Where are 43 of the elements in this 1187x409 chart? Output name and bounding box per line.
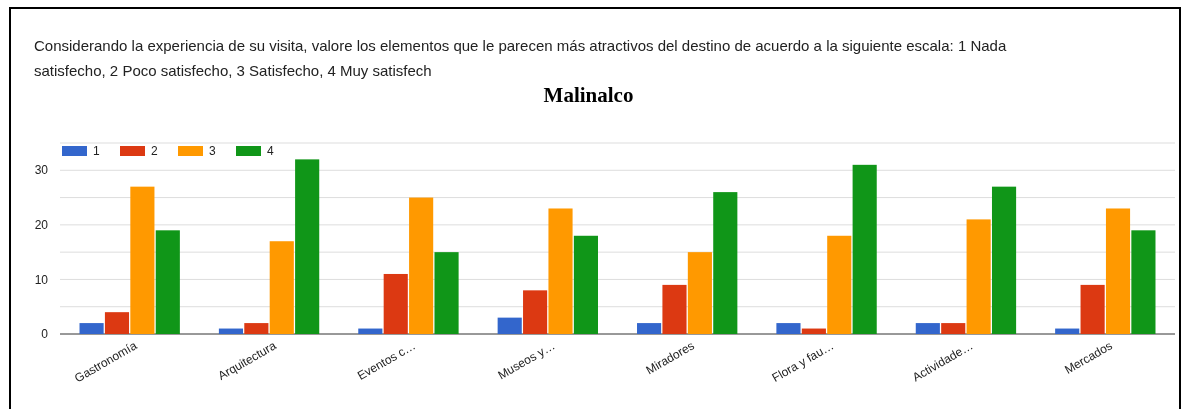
bar	[130, 186, 155, 334]
bar	[573, 235, 598, 334]
bar	[827, 235, 852, 334]
bar	[776, 323, 801, 334]
bar	[1131, 230, 1156, 334]
y-tick-label: 20	[34, 218, 49, 233]
bar	[295, 159, 320, 334]
bar	[79, 323, 104, 334]
bar	[637, 323, 662, 334]
legend-label: 1	[93, 144, 100, 158]
bar	[687, 252, 712, 334]
bar	[941, 323, 966, 334]
bar	[358, 328, 383, 334]
y-tick-label: 10	[34, 272, 49, 287]
bar	[409, 197, 434, 334]
bar	[1080, 284, 1105, 334]
bar	[383, 273, 408, 334]
chart-title: Malinalco	[543, 83, 634, 107]
bar	[801, 328, 826, 334]
bar	[1055, 328, 1080, 334]
bar	[269, 241, 294, 334]
bar	[966, 219, 991, 334]
legend-label: 3	[209, 144, 216, 158]
y-tick-label: 30	[34, 163, 49, 178]
bar	[104, 312, 130, 334]
bar	[991, 186, 1017, 334]
bar	[1105, 208, 1131, 334]
bar	[713, 192, 738, 334]
bar	[434, 252, 459, 334]
legend-label: 4	[267, 144, 274, 158]
bar	[155, 230, 180, 334]
bar	[218, 328, 244, 334]
bar	[244, 323, 269, 334]
bar	[548, 208, 573, 334]
bar	[915, 323, 940, 334]
chart-subtitle: Considerando la experiencia de su visita, valore los elementos que le parecen más atractivos del destino de acuerdo a la siguiente escala: 1 Nada satisfecho, 2 Poco satisfecho, 3 Satisfecho, 4 Muy satisfech	[34, 37, 1007, 79]
bar	[662, 284, 687, 334]
x-tick-label: Flora y fau…	[769, 338, 837, 385]
bar	[852, 164, 877, 334]
bar	[497, 317, 522, 334]
bar	[523, 290, 548, 334]
y-tick-label: 0	[41, 327, 49, 342]
legend-label: 2	[151, 144, 158, 158]
